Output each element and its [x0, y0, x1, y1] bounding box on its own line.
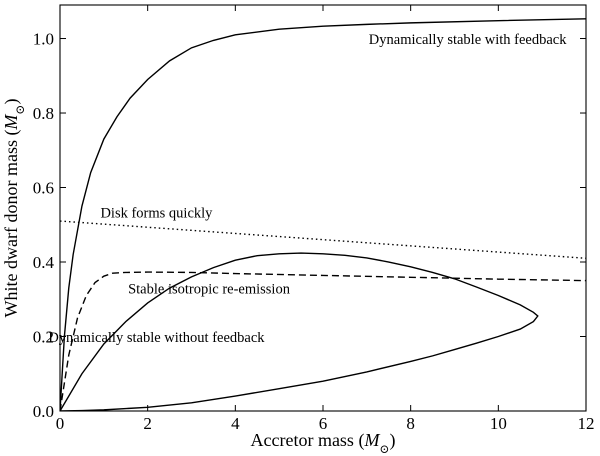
- x-tick-label: 10: [490, 414, 507, 433]
- chart-curves: [60, 18, 586, 411]
- annotation-label: Dynamically stable with feedback: [369, 32, 567, 48]
- y-tick-label: 0.8: [33, 104, 54, 123]
- x-tick-label: 12: [578, 414, 595, 433]
- x-tick-label: 0: [56, 414, 65, 433]
- series-solid-curve: [60, 18, 586, 411]
- annotation-label: Stable isotropic re-emission: [128, 282, 291, 298]
- annotation-label: Dynamically stable without feedback: [48, 330, 265, 346]
- y-tick-label: 0.4: [33, 253, 55, 272]
- y-axis-title: White dwarf donor mass (M⊙): [1, 98, 27, 317]
- axis-ticks: 0 2 4 6 8 10 12 0.0 0.2 0.4 0.6 0.8 1.0: [33, 5, 595, 433]
- y-tick-label: 0.2: [33, 328, 54, 347]
- x-tick-label: 2: [143, 414, 152, 433]
- y-tick-label: 0.6: [33, 179, 54, 198]
- y-tick-label: 1.0: [33, 30, 54, 49]
- y-tick-label: 0.0: [33, 402, 54, 421]
- series-dotted-curve: [60, 220, 586, 259]
- annotations: Dynamically stable with feedback Disk for…: [48, 32, 567, 346]
- x-axis-title: Accretor mass (M⊙): [250, 430, 395, 456]
- annotation-label: Disk forms quickly: [100, 205, 213, 221]
- x-tick-label: 8: [406, 414, 415, 433]
- x-tick-label: 4: [231, 414, 240, 433]
- series-dashed-curve: [60, 271, 586, 411]
- x-tick-label: 6: [319, 414, 328, 433]
